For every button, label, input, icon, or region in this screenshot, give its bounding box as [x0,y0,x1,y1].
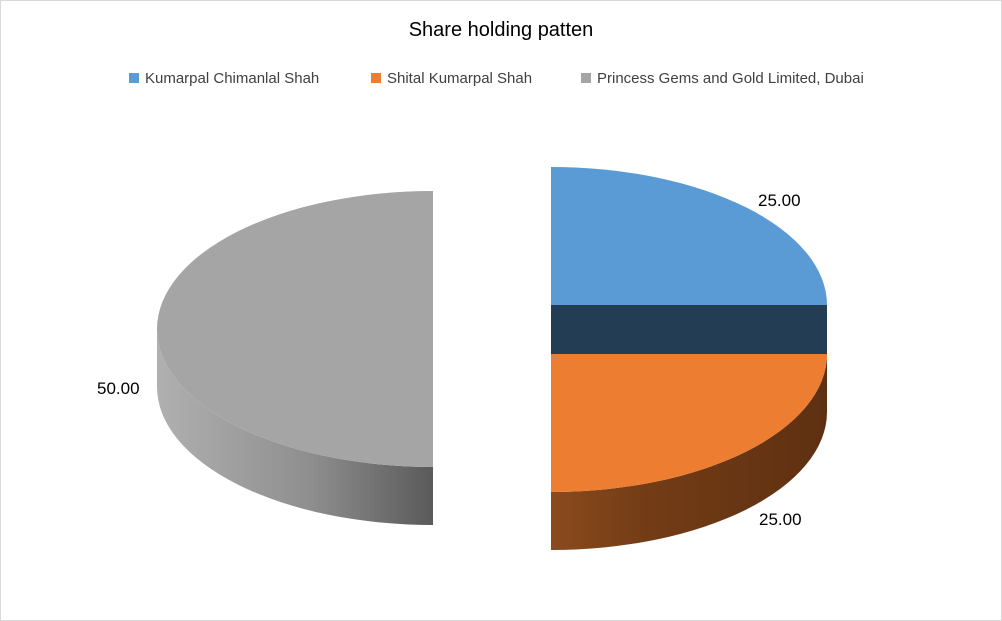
slice-kumarpal [551,167,827,305]
slice-shital [551,354,827,492]
legend-swatch-princess [581,73,591,83]
data-label-shital: 25.00 [759,510,802,529]
legend-item-princess: Princess Gems and Gold Limited, Dubai [581,67,864,89]
slice-princess-side [157,329,433,525]
legend-item-kumarpal: Kumarpal Chimanlal Shah [129,67,319,89]
legend-swatch-kumarpal [129,73,139,83]
chart-title: Share holding patten [408,19,594,41]
legend-item-shital: Shital Kumarpal Shah [371,67,532,89]
slice-kumarpal-side [551,305,827,354]
data-label-kumarpal: 25.00 [758,191,801,210]
legend-label-shital: Shital Kumarpal Shah [387,69,533,87]
legend: Kumarpal Chimanlal Shah Shital Kumarpal … [1,67,1001,89]
legend-swatch-shital [371,73,381,83]
legend-label-kumarpal: Kumarpal Chimanlal Shah [145,69,320,87]
slice-shital-side [551,354,827,550]
data-label-princess: 50.00 [97,379,140,398]
slice-princess [157,191,433,467]
legend-label-princess: Princess Gems and Gold Limited, Dubai [597,69,864,87]
